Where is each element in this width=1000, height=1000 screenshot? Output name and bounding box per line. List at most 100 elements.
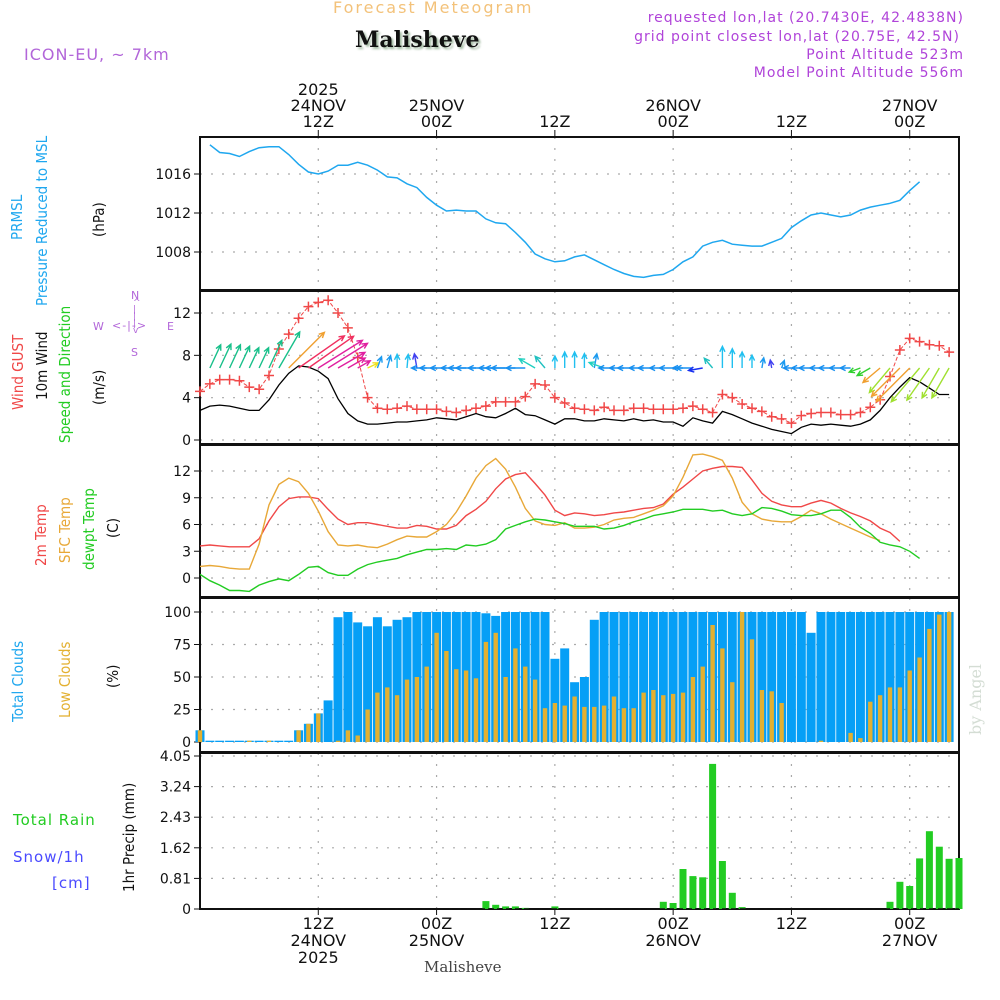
gust-marker [796,410,807,421]
time-label-top: 24NOV [290,96,346,115]
footer-station-name: Malisheve [424,958,502,976]
low-cloud-bar [700,666,705,742]
gust-marker [480,401,491,412]
gust-marker [589,405,600,416]
low-cloud-bar [710,625,715,742]
time-label-bottom: 2025 [298,948,339,967]
total-cloud-bar [471,612,481,742]
wind-arrow [571,350,578,368]
wind-arrow [534,355,546,369]
low-cloud-bar [611,696,617,742]
y-tick-label: 12 [173,464,191,480]
low-cloud-bar [631,708,636,742]
gust-marker [766,411,777,422]
gust-marker [195,386,205,397]
low-cloud-bar [917,657,922,742]
gust-marker [658,404,669,415]
gust-marker [697,404,708,415]
wind-arrow [298,334,346,369]
time-label-bottom: 24NOV [290,931,346,950]
gust-marker [510,396,521,407]
panel-frame [199,752,960,910]
rain-bar [925,831,933,909]
gust-marker [618,405,629,416]
wind-arrow [307,335,355,369]
total-cloud-bar [274,740,284,742]
low-cloud-bar [730,682,735,742]
wind-arrow [268,338,283,369]
low-cloud-bar [601,705,607,742]
y-tick-label: 8 [182,348,191,364]
low-cloud-bar [907,670,912,742]
gust-marker [352,352,363,363]
time-label-bottom: 12Z [776,914,807,933]
low-cloud-bar [463,670,469,742]
snow-label: Snow/1h [13,848,85,866]
gust-marker [283,329,294,340]
time-label-top: 12Z [539,112,570,131]
wind-arrow [317,339,364,369]
total-cloud-bar [540,612,550,742]
wind-arrow [219,342,232,369]
time-label-top: 00Z [657,112,688,131]
low-cloud-bar [552,703,558,742]
total-cloud-bar [639,612,649,742]
low-cloud-bar [769,691,774,742]
low-cloud-bar [335,740,341,742]
gust-marker [648,404,659,415]
total-cloud-bar [284,740,294,742]
y-tick-label: 1.62 [160,841,191,857]
gust-marker [747,403,757,414]
gust-marker [362,392,373,403]
gust-marker [224,374,235,385]
total-cloud-bar [589,619,599,742]
wind-arrow [592,352,600,369]
low-cloud-bar [927,628,932,742]
gust-marker [894,345,905,356]
low-cloud-bar [759,690,765,742]
total-cloud-bar [836,612,846,742]
total-cloud-bar [382,626,392,742]
low-cloud-bar [355,735,360,742]
station-name: Malisheve [355,27,480,53]
wind-arrow [738,350,746,368]
low-cloud-bar [532,679,538,742]
y-tick-label: 9 [182,491,191,507]
wind-arrow [657,364,674,372]
rain-bar [689,876,697,909]
gust-marker [254,384,265,395]
gust-marker [244,382,255,393]
gust-marker [687,401,698,412]
low-cloud-bar [848,732,853,742]
y-tick-label: 1016 [155,167,191,183]
forecast-title: Forecast Meteogram [333,0,534,17]
wind-arrow [228,343,242,369]
low-cloud-bar [345,730,351,742]
y-tick-label: 12 [173,306,191,322]
wind-arrow [278,330,301,369]
wind-arrow [781,364,792,372]
wind-arrow [847,367,861,374]
gust-marker [461,405,472,416]
gust-marker [421,404,432,415]
total-cloud-bar [619,612,629,742]
gust-marker [214,374,225,385]
y-tick-label: 100 [164,605,191,621]
wind-arrow [870,367,901,398]
rain-bar [945,858,953,909]
low-cloud-bar [621,708,627,742]
y-tick-label: 0 [182,902,191,918]
low-cloud-bar [266,740,272,742]
gust-marker [431,404,442,415]
wind-arrow [367,362,380,369]
gust-marker [904,333,915,344]
gust-marker [569,403,580,414]
gust-marker [737,399,748,410]
low-cloud-bar [641,692,646,742]
gust-marker [372,403,383,414]
wind-arrow [748,353,756,368]
time-label-top: 27NOV [882,96,938,115]
wind-arrow [855,367,871,377]
low-cloud-bar [296,730,301,742]
